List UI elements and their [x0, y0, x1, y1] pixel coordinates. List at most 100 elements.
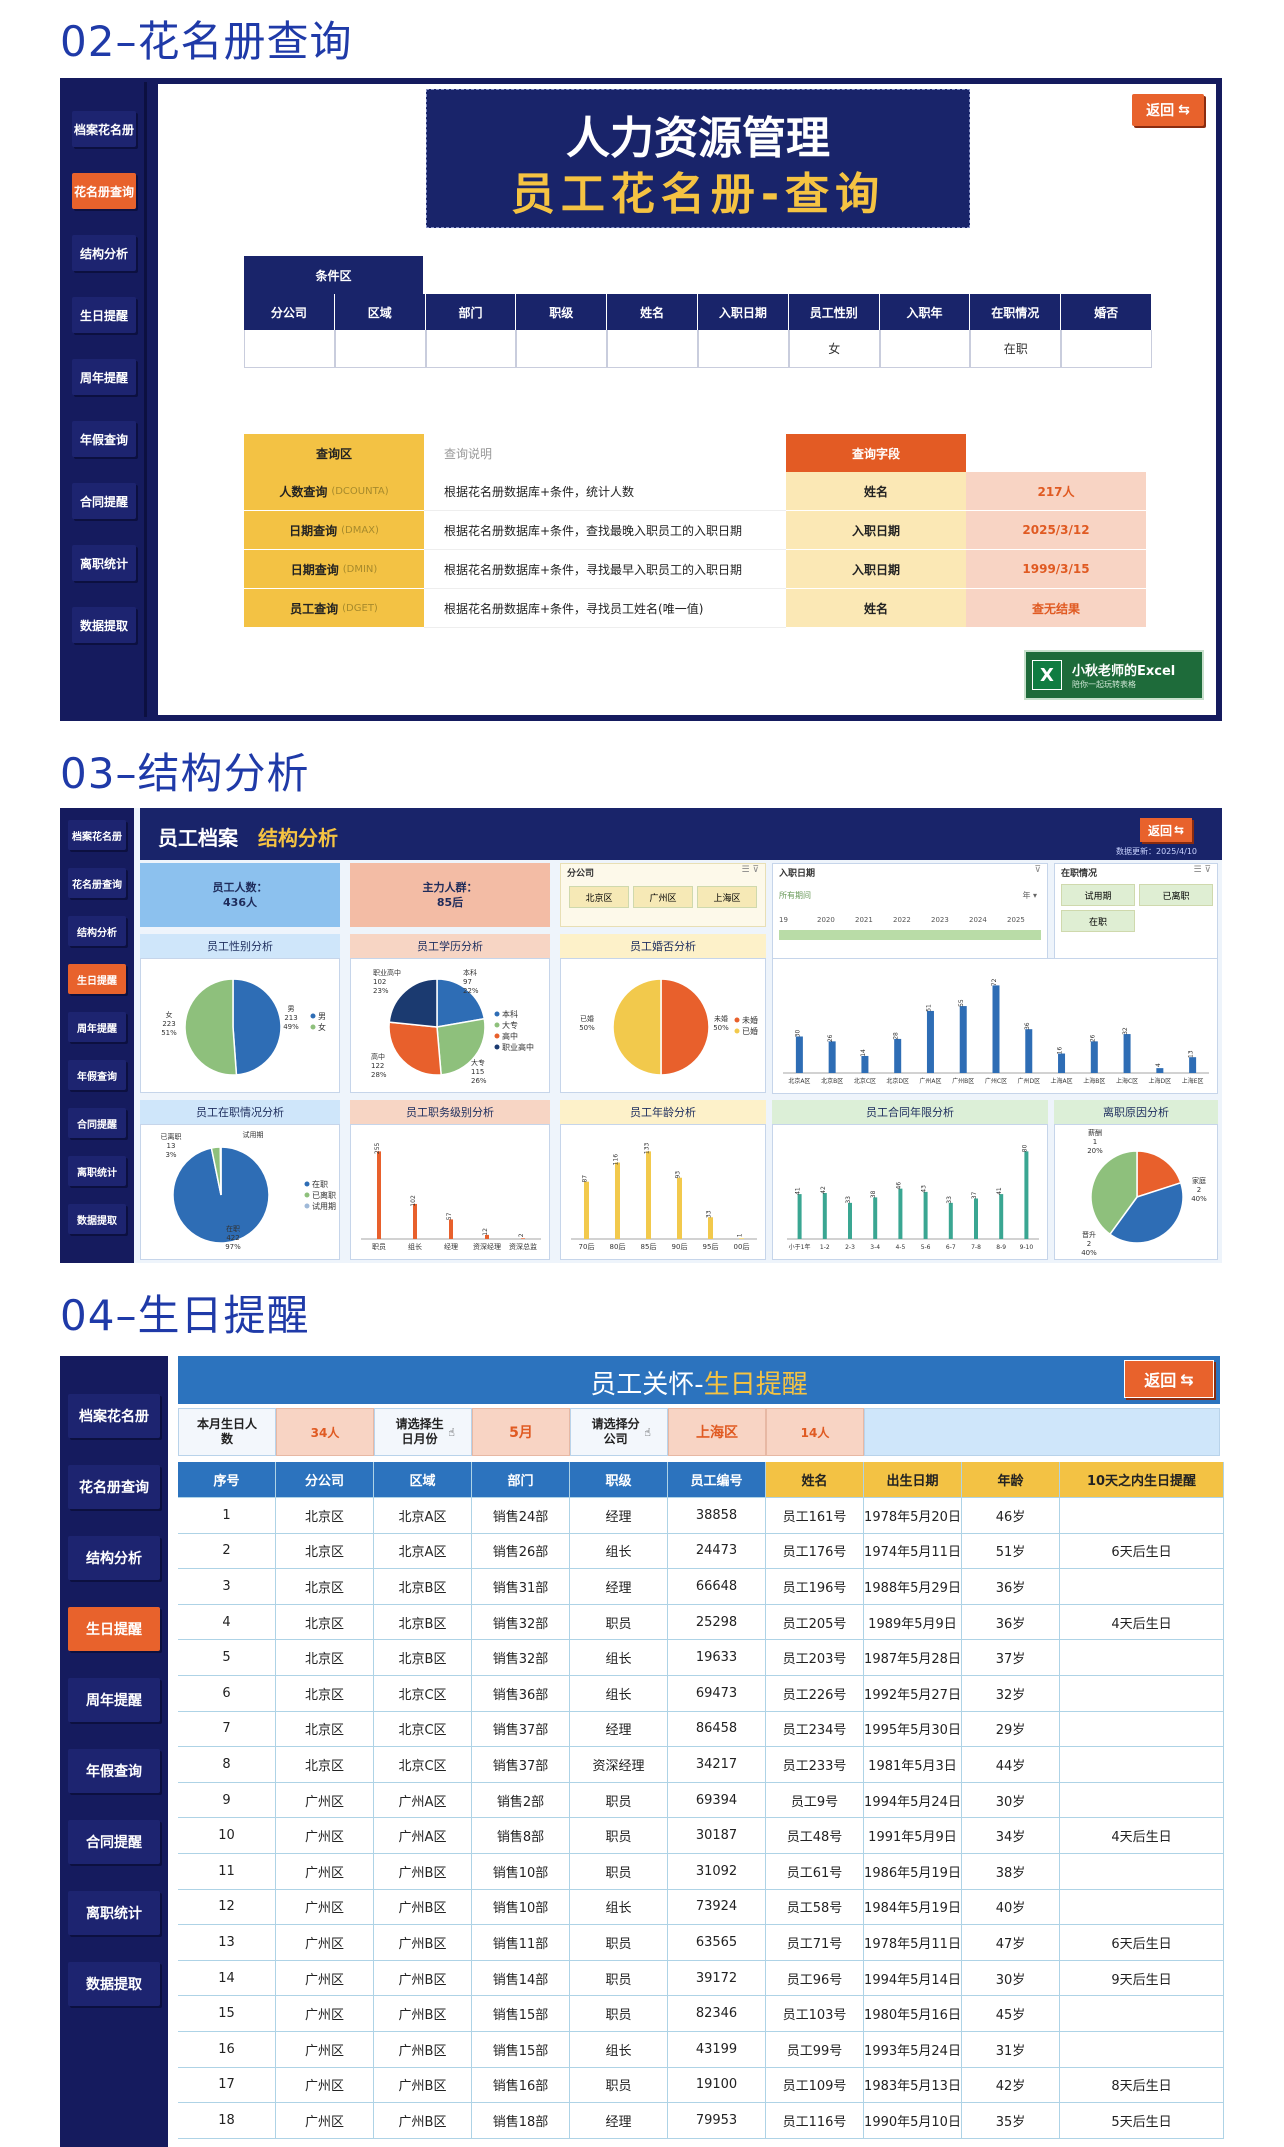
sidebar-item-0[interactable]: 档案花名册 [68, 1394, 160, 1438]
tick-label: 上海B区 [1083, 1077, 1105, 1085]
table-cell: 广州B区 [374, 1889, 472, 1926]
table-cell: 广州B区 [374, 2032, 472, 2068]
data-label: 26 [827, 1034, 834, 1042]
slicer-status-item-0[interactable]: 试用期 [1061, 884, 1135, 906]
slicer-company-item-2[interactable]: 上海区 [697, 886, 757, 908]
condition-input-7[interactable] [879, 330, 971, 368]
condition-input-4[interactable] [607, 330, 698, 368]
chart-label: 213 [284, 1014, 297, 1022]
table-cell: 1994年5月14日 [864, 1960, 962, 1997]
condition-input-1[interactable] [334, 330, 426, 368]
table-cell: 36岁 [962, 1604, 1060, 1641]
query-field-0[interactable]: 姓名 [786, 472, 966, 511]
sidebar-item-8[interactable]: 数据提取 [68, 1962, 160, 2006]
bar-广州B区 [959, 1006, 967, 1073]
sidebar-item-5[interactable]: 年假查询 [68, 1060, 126, 1090]
sidebar-item-3[interactable]: 生日提醒 [68, 964, 126, 994]
sidebar-item-7[interactable]: 离职统计 [68, 1891, 160, 1935]
table-cell: 经理 [570, 1498, 668, 1534]
panel-title-1: 员工学历分析 [350, 934, 550, 958]
query-field-2[interactable]: 入职日期 [786, 550, 966, 589]
data-label: 42 [820, 1186, 827, 1194]
sidebar-item-0[interactable]: 档案花名册 [68, 820, 126, 850]
analysis-back-button[interactable]: 返回 ⇆ [1140, 818, 1192, 842]
slicer-company-item-1[interactable]: 广州区 [633, 886, 693, 908]
roster-back-button[interactable]: 返回 ⇆ [1132, 94, 1204, 126]
sidebar-item-6[interactable]: 合同提醒 [68, 1820, 160, 1864]
table-cell: 1984年5月19日 [864, 1889, 962, 1926]
table-cell: 6 [178, 1676, 276, 1712]
slicer-title: 在职情况 [1061, 869, 1098, 879]
condition-header-6: 员工性别 [788, 294, 880, 330]
table-cell: 11 [178, 1854, 276, 1890]
table-cell: 86458 [668, 1711, 766, 1748]
query-name: 员工查询 [290, 601, 339, 616]
info-value-2[interactable]: 上海区 [668, 1408, 766, 1456]
pie-slice-高中 [388, 1021, 442, 1076]
bar-北京A区 [795, 1036, 803, 1073]
condition-input-2[interactable] [425, 330, 517, 368]
condition-input-0[interactable] [244, 330, 335, 368]
sidebar-item-8[interactable]: 数据提取 [68, 1204, 126, 1234]
filter-clear-icon[interactable]: ⊽ [1034, 865, 1041, 875]
condition-input-8[interactable]: 在职 [970, 330, 1062, 368]
date-timeline-bar[interactable] [779, 930, 1041, 940]
slicer-status-item-1[interactable]: 已离职 [1139, 884, 1213, 906]
table-cell: 16 [178, 2032, 276, 2068]
sidebar-item-6[interactable]: 合同提醒 [68, 1108, 126, 1138]
table-cell: 北京区 [276, 1711, 374, 1748]
filter-icon[interactable]: ☰ ⊽ [741, 865, 759, 875]
pie-slice-大专 [436, 1017, 486, 1076]
table-cell: 广州区 [276, 1782, 374, 1819]
sidebar-item-1[interactable]: 花名册查询 [72, 173, 136, 209]
data-label: 55 [958, 999, 965, 1007]
sidebar-item-3[interactable]: 生日提醒 [68, 1607, 160, 1651]
table-cell: 24473 [668, 1533, 766, 1570]
pie-slice-晋升 [1090, 1150, 1138, 1236]
tick-label: 95后 [703, 1242, 719, 1251]
tick-label: 广州B区 [952, 1077, 974, 1085]
query-field-3[interactable]: 姓名 [786, 589, 966, 628]
condition-input-5[interactable] [698, 330, 789, 368]
sidebar-item-2[interactable]: 结构分析 [72, 235, 136, 271]
birthday-back-button[interactable]: 返回 ⇆ [1124, 1360, 1214, 1398]
slicer-status-item-2[interactable]: 在职 [1061, 910, 1135, 932]
slicer-company-item-0[interactable]: 北京区 [569, 886, 629, 908]
sidebar-item-1[interactable]: 花名册查询 [68, 868, 126, 898]
table-header-0: 序号 [178, 1462, 276, 1498]
condition-input-6[interactable]: 女 [788, 330, 880, 368]
chart-label: 高中 [371, 1052, 385, 1061]
filter-icon[interactable]: ☰ ⊽ [1193, 865, 1211, 875]
sidebar-item-1[interactable]: 花名册查询 [68, 1465, 160, 1509]
sidebar-item-5[interactable]: 年假查询 [68, 1749, 160, 1793]
sidebar-item-4[interactable]: 周年提醒 [68, 1012, 126, 1042]
info-value-1[interactable]: 5月 [472, 1408, 570, 1456]
table-cell: 职员 [570, 1925, 668, 1961]
sidebar-item-2[interactable]: 结构分析 [68, 916, 126, 946]
query-field-1[interactable]: 入职日期 [786, 511, 966, 550]
sidebar-item-5[interactable]: 年假查询 [72, 421, 136, 457]
sidebar-item-0[interactable]: 档案花名册 [72, 111, 136, 147]
condition-input-9[interactable] [1061, 330, 1152, 368]
bar-上海E区 [1189, 1057, 1197, 1073]
condition-header-3: 职级 [516, 294, 608, 330]
bar-北京B区 [828, 1041, 836, 1073]
bar-5-6 [923, 1191, 928, 1239]
sidebar-item-4[interactable]: 周年提醒 [72, 359, 136, 395]
sidebar-item-7[interactable]: 离职统计 [68, 1156, 126, 1186]
table-cell: 员工9号 [766, 1782, 864, 1819]
sidebar-item-6[interactable]: 合同提醒 [72, 483, 136, 519]
table-header-6: 姓名 [766, 1462, 864, 1498]
sidebar-item-3[interactable]: 生日提醒 [72, 297, 136, 333]
date-unit[interactable]: 年 ▾ [1022, 891, 1037, 900]
sidebar-item-8[interactable]: 数据提取 [72, 607, 136, 643]
condition-input-3[interactable] [516, 330, 608, 368]
slicer-title: 入职日期 [779, 869, 816, 879]
sidebar-item-7[interactable]: 离职统计 [72, 545, 136, 581]
table-cell: 30岁 [962, 1782, 1060, 1819]
table-cell: 1983年5月13日 [864, 2067, 962, 2104]
roster-main: 人力资源管理 员工花名册-查询 返回 ⇆ 条件区 X 小秋老师的Excel 陪你一… [158, 84, 1216, 715]
query-name: 日期查询 [290, 562, 339, 577]
sidebar-item-4[interactable]: 周年提醒 [68, 1678, 160, 1722]
sidebar-item-2[interactable]: 结构分析 [68, 1536, 160, 1580]
